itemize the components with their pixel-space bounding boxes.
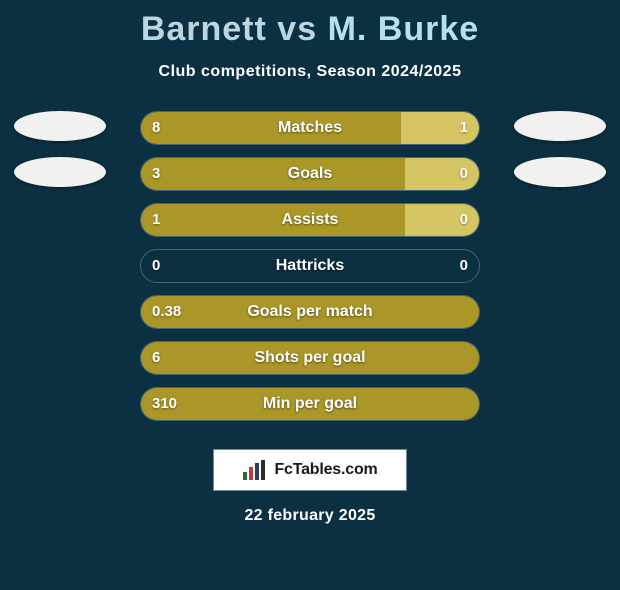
player1-badge xyxy=(14,157,106,187)
bar-left xyxy=(141,204,405,236)
subtitle: Club competitions, Season 2024/2025 xyxy=(0,63,620,81)
vs-text: vs xyxy=(277,10,317,48)
comparison-chart: Matches81 Goals30 Assists10 Hattricks00 Goal… xyxy=(0,111,620,421)
bar-left xyxy=(141,388,479,420)
stat-row: Assists10 xyxy=(0,203,620,237)
bar-container xyxy=(140,249,480,283)
bar-right xyxy=(405,204,479,236)
bar-left xyxy=(141,158,405,190)
stat-row: Min per goal310 xyxy=(0,387,620,421)
bar-right xyxy=(401,112,479,144)
stat-row: Goals30 xyxy=(0,157,620,191)
bar-container xyxy=(140,157,480,191)
stat-row: Matches81 xyxy=(0,111,620,145)
page-title: Barnett vs M. Burke xyxy=(0,10,620,49)
player1-name: Barnett xyxy=(141,10,267,48)
logo-box: FcTables.com xyxy=(213,449,407,491)
bar-container xyxy=(140,341,480,375)
bar-left xyxy=(141,112,401,144)
player1-badge xyxy=(14,111,106,141)
player2-badge xyxy=(514,157,606,187)
stat-row: Hattricks00 xyxy=(0,249,620,283)
player2-badge xyxy=(514,111,606,141)
bar-left xyxy=(141,342,479,374)
footer-date: 22 february 2025 xyxy=(0,507,620,525)
logo-text: FcTables.com xyxy=(274,461,377,479)
bar-container xyxy=(140,295,480,329)
bar-right xyxy=(405,158,479,190)
bar-left xyxy=(141,296,479,328)
logo-bars-icon xyxy=(242,460,268,480)
bar-container xyxy=(140,203,480,237)
bar-container xyxy=(140,111,480,145)
stat-row: Goals per match0.38 xyxy=(0,295,620,329)
bar-container xyxy=(140,387,480,421)
stat-row: Shots per goal6 xyxy=(0,341,620,375)
player2-name: M. Burke xyxy=(328,10,480,48)
